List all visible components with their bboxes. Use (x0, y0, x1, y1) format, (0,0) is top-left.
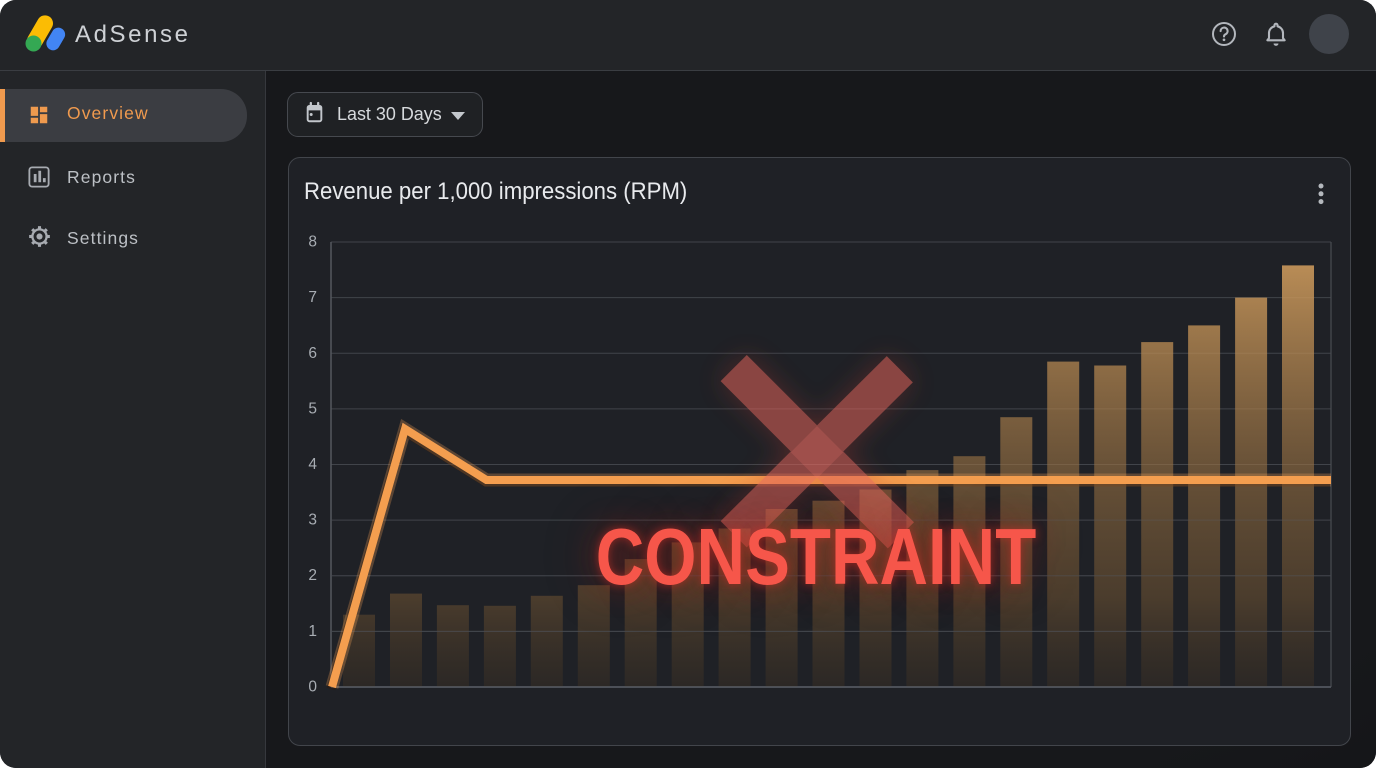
svg-text:3: 3 (308, 512, 317, 529)
svg-text:6: 6 (308, 345, 317, 362)
svg-text:1: 1 (308, 623, 317, 640)
svg-text:4: 4 (308, 456, 317, 473)
svg-text:2: 2 (308, 567, 317, 584)
svg-text:5: 5 (308, 400, 317, 417)
svg-text:8: 8 (308, 234, 317, 251)
svg-text:0: 0 (308, 679, 317, 696)
svg-text:7: 7 (308, 289, 317, 306)
